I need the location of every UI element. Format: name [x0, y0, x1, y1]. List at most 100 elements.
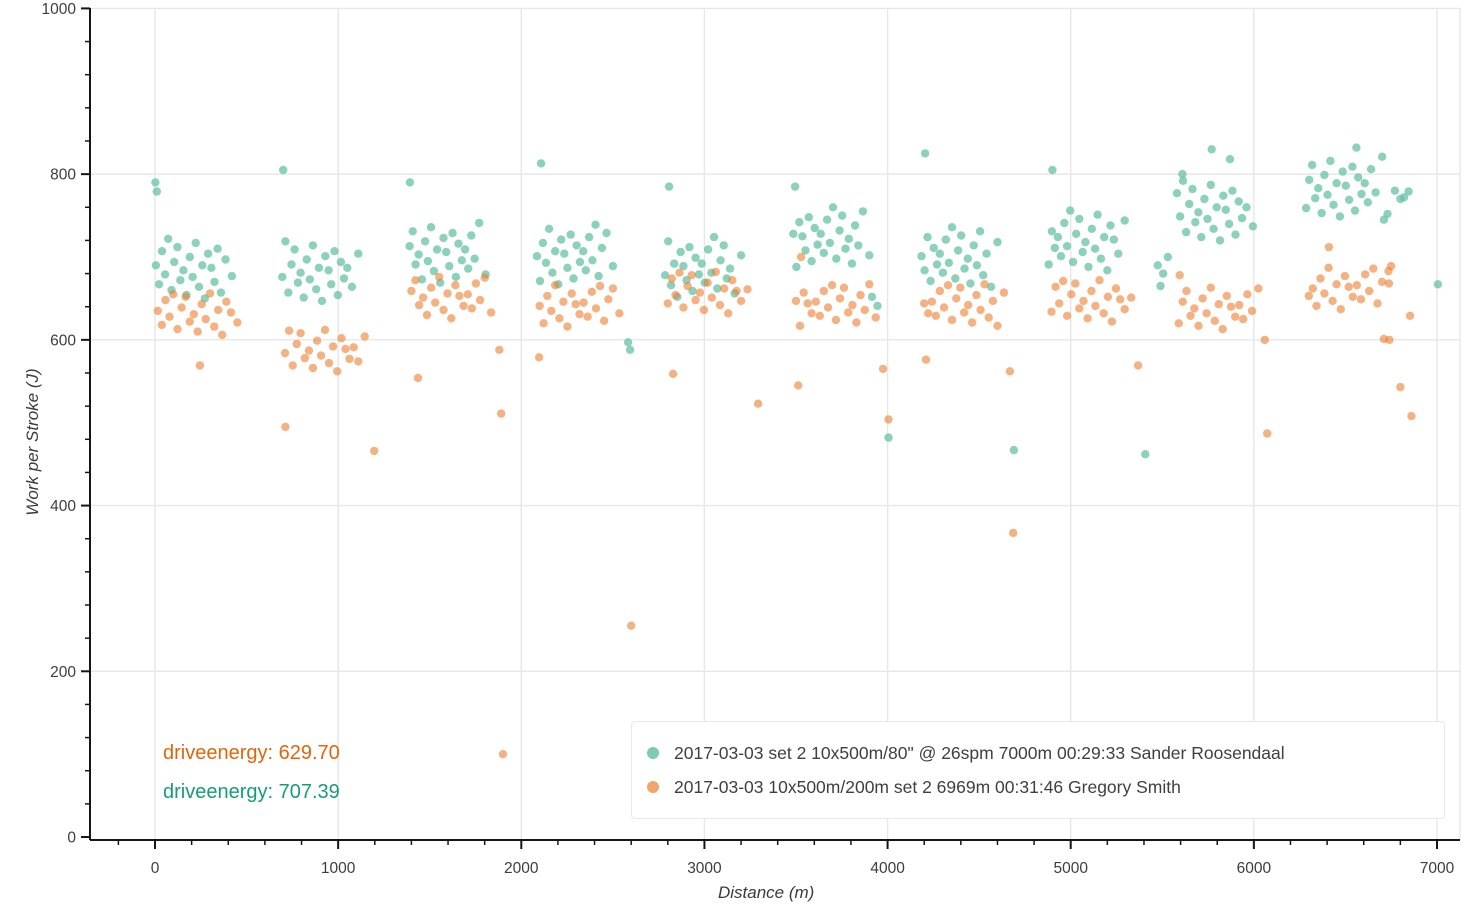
- scatter-point-sander[interactable]: [1053, 232, 1063, 242]
- scatter-point-sander[interactable]: [1096, 254, 1106, 263]
- scatter-point-gregory[interactable]: [921, 355, 931, 364]
- scatter-point-sander[interactable]: [1366, 165, 1376, 174]
- scatter-point-gregory[interactable]: [683, 281, 692, 291]
- scatter-point-gregory[interactable]: [927, 297, 937, 306]
- scatter-point-sander[interactable]: [188, 272, 197, 282]
- scatter-point-gregory[interactable]: [201, 314, 210, 324]
- scatter-point-gregory[interactable]: [687, 271, 696, 280]
- scatter-point-gregory[interactable]: [349, 343, 358, 352]
- scatter-point-sander[interactable]: [216, 288, 226, 297]
- scatter-point-sander[interactable]: [1194, 208, 1203, 217]
- scatter-point-gregory[interactable]: [1379, 334, 1389, 344]
- scatter-point-sander[interactable]: [535, 276, 545, 286]
- scatter-point-sander[interactable]: [173, 242, 182, 252]
- scatter-point-gregory[interactable]: [1328, 296, 1337, 306]
- scatter-point-sander[interactable]: [1188, 184, 1197, 194]
- scatter-point-sander[interactable]: [1305, 175, 1314, 185]
- scatter-point-sander[interactable]: [281, 237, 290, 246]
- scatter-point-sander[interactable]: [1062, 242, 1072, 251]
- scatter-point-sander[interactable]: [1352, 143, 1361, 152]
- scatter-point-gregory[interactable]: [947, 315, 957, 325]
- scatter-point-gregory[interactable]: [711, 267, 720, 277]
- scatter-point-sander[interactable]: [841, 244, 850, 253]
- scatter-point-sander[interactable]: [854, 241, 863, 250]
- scatter-point-gregory[interactable]: [615, 309, 624, 318]
- scatter-point-sander[interactable]: [411, 260, 420, 269]
- scatter-point-sander[interactable]: [551, 247, 560, 256]
- scatter-point-gregory[interactable]: [495, 345, 504, 354]
- scatter-point-gregory[interactable]: [455, 291, 464, 301]
- scatter-point-sander[interactable]: [1320, 170, 1329, 180]
- scatter-point-gregory[interactable]: [177, 303, 186, 312]
- scatter-point-sander[interactable]: [1060, 218, 1069, 228]
- scatter-point-sander[interactable]: [938, 268, 948, 277]
- scatter-point-sander[interactable]: [408, 227, 417, 236]
- scatter-point-sander[interactable]: [1159, 269, 1168, 278]
- scatter-point-gregory[interactable]: [736, 296, 746, 306]
- scatter-point-sander[interactable]: [679, 261, 688, 271]
- scatter-point-gregory[interactable]: [732, 286, 741, 296]
- scatter-point-gregory[interactable]: [539, 319, 548, 328]
- scatter-point-sander[interactable]: [1350, 206, 1360, 215]
- scatter-point-gregory[interactable]: [535, 301, 544, 311]
- scatter-point-sander[interactable]: [432, 245, 442, 254]
- scatter-point-sander[interactable]: [594, 271, 603, 281]
- scatter-point-sander[interactable]: [972, 261, 982, 270]
- scatter-point-sander[interactable]: [969, 241, 978, 250]
- scatter-point-sander[interactable]: [1044, 260, 1053, 269]
- scatter-point-gregory[interactable]: [831, 315, 841, 325]
- scatter-point-gregory[interactable]: [567, 289, 576, 298]
- scatter-point-sander[interactable]: [819, 248, 828, 258]
- scatter-point-sander[interactable]: [676, 247, 685, 257]
- scatter-point-gregory[interactable]: [1373, 299, 1382, 308]
- scatter-point-sander[interactable]: [1206, 180, 1216, 190]
- scatter-point-sander[interactable]: [154, 280, 164, 289]
- scatter-point-gregory[interactable]: [1103, 292, 1113, 301]
- scatter-point-gregory[interactable]: [1361, 270, 1370, 279]
- scatter-point-gregory[interactable]: [226, 308, 236, 317]
- scatter-point-sander[interactable]: [1348, 162, 1357, 171]
- scatter-point-sander[interactable]: [429, 266, 439, 276]
- scatter-point-sander[interactable]: [1009, 445, 1019, 455]
- scatter-point-sander[interactable]: [1181, 227, 1191, 237]
- scatter-point-sander[interactable]: [460, 245, 470, 254]
- scatter-point-gregory[interactable]: [1312, 301, 1321, 311]
- scatter-point-sander[interactable]: [405, 178, 415, 187]
- scatter-point-sander[interactable]: [414, 250, 423, 259]
- scatter-point-sander[interactable]: [467, 231, 476, 240]
- scatter-point-gregory[interactable]: [823, 303, 833, 312]
- scatter-point-sander[interactable]: [1197, 232, 1206, 242]
- scatter-point-gregory[interactable]: [1356, 295, 1366, 304]
- scatter-point-sander[interactable]: [953, 246, 963, 255]
- scatter-point-sander[interactable]: [314, 263, 324, 272]
- scatter-point-sander[interactable]: [420, 237, 430, 246]
- scatter-point-sander[interactable]: [716, 256, 725, 265]
- scatter-point-gregory[interactable]: [920, 299, 929, 308]
- scatter-point-sander[interactable]: [884, 433, 893, 442]
- scatter-point-sander[interactable]: [448, 228, 457, 238]
- scatter-point-sander[interactable]: [330, 247, 339, 256]
- scatter-point-sander[interactable]: [1172, 189, 1182, 198]
- scatter-point-gregory[interactable]: [337, 334, 346, 343]
- scatter-point-sander[interactable]: [923, 232, 932, 242]
- scatter-point-sander[interactable]: [795, 218, 804, 227]
- scatter-point-gregory[interactable]: [414, 300, 424, 310]
- scatter-point-gregory[interactable]: [1336, 305, 1346, 314]
- scatter-point-gregory[interactable]: [1175, 271, 1184, 280]
- scatter-point-sander[interactable]: [278, 272, 287, 282]
- scatter-point-sander[interactable]: [1215, 236, 1225, 245]
- scatter-point-sander[interactable]: [179, 266, 188, 275]
- scatter-point-gregory[interactable]: [1127, 293, 1136, 302]
- scatter-point-gregory[interactable]: [547, 306, 556, 316]
- scatter-point-gregory[interactable]: [233, 318, 242, 327]
- scatter-point-sander[interactable]: [944, 258, 954, 267]
- scatter-point-sander[interactable]: [284, 288, 293, 297]
- scatter-point-sander[interactable]: [725, 264, 735, 273]
- scatter-point-gregory[interactable]: [1083, 314, 1092, 323]
- scatter-point-gregory[interactable]: [976, 305, 985, 315]
- scatter-point-gregory[interactable]: [169, 290, 178, 299]
- scatter-point-sander[interactable]: [1156, 281, 1165, 291]
- scatter-point-sander[interactable]: [960, 264, 969, 273]
- scatter-point-gregory[interactable]: [1067, 290, 1076, 299]
- scatter-point-sander[interactable]: [685, 242, 694, 252]
